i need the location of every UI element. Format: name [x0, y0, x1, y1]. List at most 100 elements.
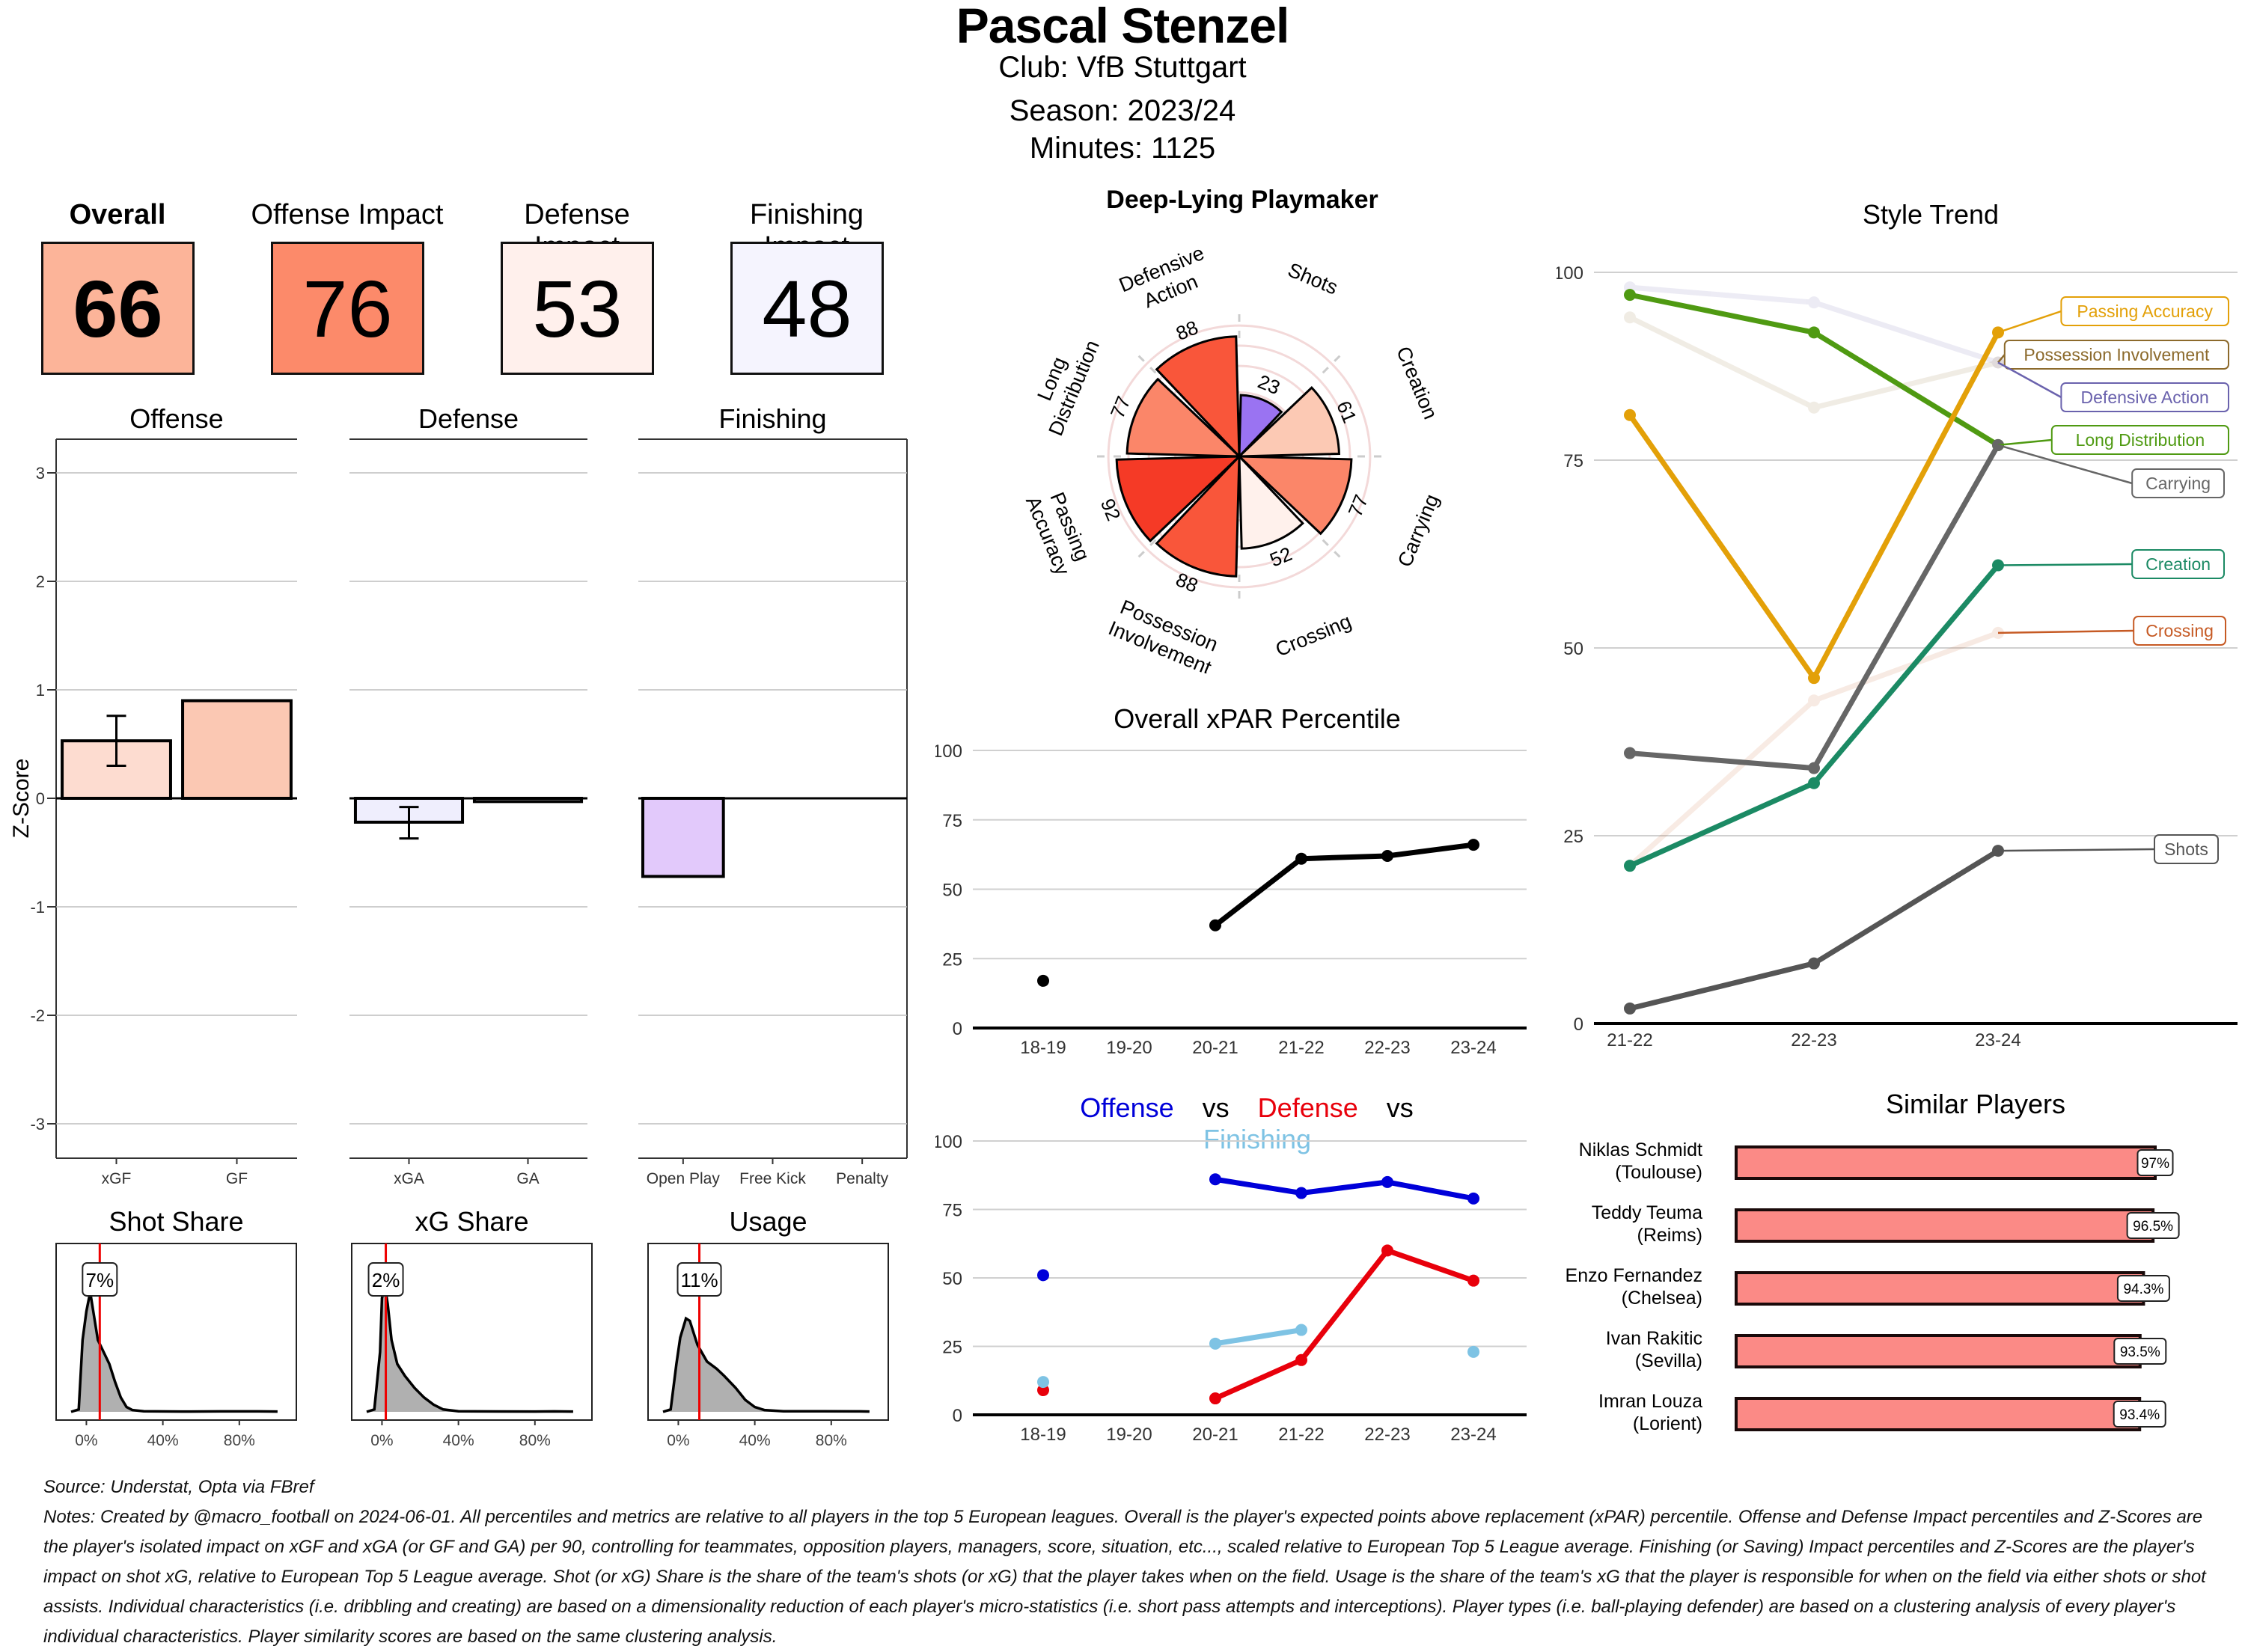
series-finishing [1037, 1324, 1479, 1389]
radar-spoke [1322, 352, 1344, 374]
series-defense [1037, 1244, 1479, 1405]
similar-player-row: Teddy Teuma(Reims) 96.5% [1592, 1202, 2180, 1246]
distribution-title: Shot Share [109, 1206, 243, 1237]
series-label-leader [1997, 444, 2133, 485]
distribution-x-tick: 0% [75, 1432, 97, 1449]
x-tick-label: 23-24 [1450, 1038, 1496, 1055]
similar-players-title: Similar Players [1885, 1089, 2066, 1119]
data-point [1037, 1269, 1049, 1282]
zscore-y-tick: -3 [30, 1115, 45, 1134]
y-tick-label: 25 [1563, 827, 1583, 847]
radar-axis-label: Creation [1392, 343, 1442, 423]
radar-wedge [1155, 335, 1241, 459]
zscore-panel-defense: Defense xGA GA [349, 403, 587, 1187]
series-label-box [2154, 834, 2219, 864]
x-tick-label: 21-22 [1278, 1425, 1324, 1445]
data-point [1624, 747, 1636, 759]
data-point [1381, 1175, 1393, 1188]
zscore-y-tick: 0 [36, 789, 45, 808]
series-line [1212, 1327, 1304, 1347]
series-label-leader [1997, 629, 2134, 634]
similarity-label-box [2126, 1212, 2180, 1239]
y-tick-label: 0 [953, 1019, 962, 1039]
radar-axis-label: LongDistribution [1022, 328, 1104, 439]
radar-axis-label: DefensiveAction [1116, 242, 1217, 319]
player-name: Pascal Stenzel [956, 0, 1290, 53]
similarity-label-box [2136, 1149, 2174, 1176]
kpi-value: 76 [271, 242, 424, 375]
x-tick-label: 22-23 [1364, 1038, 1410, 1055]
zscore-x-tick: GF [226, 1170, 248, 1187]
radar-axis-label: PossessionInvolvement [1105, 595, 1224, 673]
zscore-bar [641, 797, 725, 878]
distribution-x-tick: 40% [443, 1432, 474, 1449]
similar-player-name: Niklas Schmidt [1579, 1139, 1702, 1160]
series-label-leader [1997, 310, 2062, 334]
zscore-panel-title: Finishing [718, 403, 826, 434]
ovd-title-offense: Offense [1080, 1092, 1174, 1123]
data-point [1381, 1244, 1393, 1257]
series-label: Creation [2145, 554, 2211, 574]
zscore-chart: Z-Score 3 2 1 0 -1 -2 -3 Offense xGF GF Defense xG… [9, 403, 908, 1187]
radar-wedge [1115, 455, 1242, 542]
y-tick-label: 50 [942, 881, 962, 901]
kpi-label: Overall [69, 199, 166, 230]
data-point [1209, 1173, 1221, 1186]
data-point [1808, 777, 1820, 789]
x-tick-label: 23-24 [1975, 1030, 2020, 1050]
radar-title: Deep-Lying Playmaker [1106, 186, 1378, 214]
series-label-box [2060, 382, 2229, 412]
data-point [1037, 1376, 1049, 1389]
data-point [1808, 296, 1820, 309]
x-tick-label: 19-20 [1106, 1425, 1152, 1445]
y-tick-label: 75 [942, 1201, 962, 1221]
x-tick-label: 21-22 [1607, 1030, 1652, 1050]
similar-players-chart: Niklas Schmidt(Toulouse) 97% Teddy Teuma(R… [1566, 1139, 2180, 1434]
radar-ring [1147, 364, 1331, 548]
zscore-y-label: Z-Score [9, 759, 34, 839]
radar-ring [1107, 324, 1372, 589]
radar-axis-label: Carrying [1393, 491, 1444, 570]
radar-wedge [1238, 453, 1304, 550]
distribution-x-tick: 40% [739, 1432, 771, 1449]
radar-axis-label-line: Carrying [1393, 491, 1444, 570]
series-label: Shots [2164, 839, 2208, 859]
kpi-value: 66 [41, 242, 195, 375]
series-label-box [2131, 468, 2225, 498]
radar-spoke [1134, 352, 1157, 374]
notes-text: Notes: Created by @macro_football on 202… [43, 1507, 2206, 1647]
series-line [1627, 314, 2001, 411]
y-tick-label: 75 [942, 811, 962, 831]
similar-player-name: Ivan Rakitic [1606, 1328, 1702, 1349]
x-tick-label: 20-21 [1192, 1038, 1238, 1055]
data-point [1808, 401, 1820, 414]
x-tick-label: 21-22 [1278, 1038, 1324, 1055]
similar-player-club: (Reims) [1637, 1225, 1703, 1246]
ovd-title-defense: Defense [1257, 1092, 1358, 1123]
similarity-bar [1735, 1145, 2157, 1180]
series-label-creation: Creation [1997, 549, 2225, 579]
series-label-passing-accuracy: Passing Accuracy [1997, 296, 2229, 334]
club-label: Club: VfB Stuttgart [998, 51, 1247, 84]
radar-value-label: 52 [1266, 542, 1295, 572]
series-line [1627, 329, 2001, 681]
value-label: 2% [372, 1269, 400, 1291]
value-label-box [367, 1262, 404, 1297]
radar-wedge [1236, 455, 1353, 536]
x-tick-label: 20-21 [1192, 1425, 1238, 1445]
series-label-possession-involvement: Possession Involvement [1997, 340, 2230, 370]
y-tick-label: 75 [1563, 451, 1583, 471]
y-tick-label: 25 [942, 949, 962, 970]
zscore-panel-finishing: Finishing Open Play Free Kick Penalty [638, 403, 908, 1187]
similarity-bar [1735, 1208, 2155, 1243]
x-tick-label: 22-23 [1364, 1425, 1410, 1445]
similarity-label: 96.5% [2133, 1219, 2173, 1235]
radar-ring [1174, 391, 1304, 521]
data-point [1808, 957, 1820, 970]
y-tick-label: 50 [1563, 639, 1583, 659]
series-shots [1624, 845, 2004, 1015]
similarity-label: 93.5% [2120, 1344, 2160, 1360]
zscore-y-tick: 2 [36, 572, 45, 591]
